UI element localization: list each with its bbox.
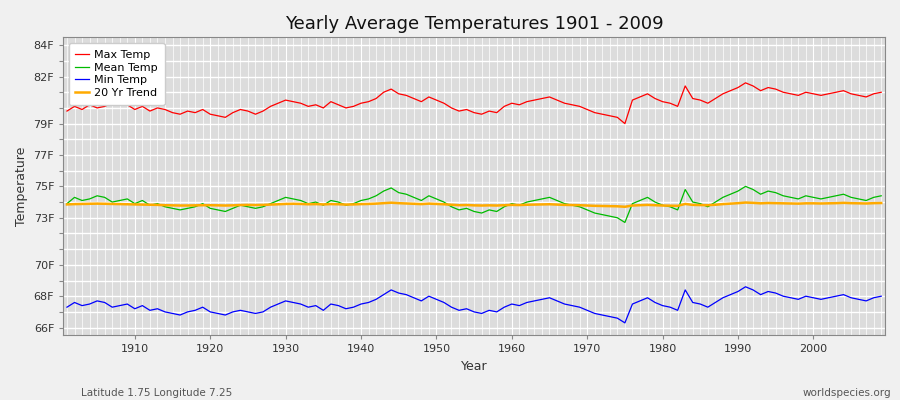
Mean Temp xyxy=(288,196,299,201)
20 Yr Trend xyxy=(507,202,517,207)
Max Temp xyxy=(333,102,344,107)
Mean Temp xyxy=(507,201,517,206)
Max Temp xyxy=(499,104,509,109)
Max Temp xyxy=(876,90,886,95)
20 Yr Trend xyxy=(499,203,509,208)
Title: Yearly Average Temperatures 1901 - 2009: Yearly Average Temperatures 1901 - 2009 xyxy=(284,15,663,33)
20 Yr Trend xyxy=(333,202,344,207)
20 Yr Trend xyxy=(619,204,630,209)
Min Temp xyxy=(740,284,751,289)
Mean Temp xyxy=(122,196,132,201)
Line: Max Temp: Max Temp xyxy=(67,83,881,124)
Line: 20 Yr Trend: 20 Yr Trend xyxy=(67,202,881,207)
Line: Mean Temp: Mean Temp xyxy=(67,186,881,222)
Min Temp xyxy=(333,303,344,308)
Legend: Max Temp, Mean Temp, Min Temp, 20 Yr Trend: Max Temp, Mean Temp, Min Temp, 20 Yr Tre… xyxy=(68,43,165,105)
20 Yr Trend xyxy=(122,202,132,207)
Mean Temp xyxy=(619,220,630,225)
Mean Temp xyxy=(61,201,72,206)
Max Temp xyxy=(740,80,751,85)
Min Temp xyxy=(597,313,608,318)
Y-axis label: Temperature: Temperature xyxy=(15,147,28,226)
Min Temp xyxy=(122,302,132,306)
20 Yr Trend xyxy=(876,201,886,206)
20 Yr Trend xyxy=(288,201,299,206)
Min Temp xyxy=(876,294,886,298)
Mean Temp xyxy=(333,200,344,204)
20 Yr Trend xyxy=(61,202,72,207)
20 Yr Trend xyxy=(740,200,751,205)
Max Temp xyxy=(507,101,517,106)
Min Temp xyxy=(507,302,517,306)
Max Temp xyxy=(288,99,299,104)
Max Temp xyxy=(122,102,132,107)
Max Temp xyxy=(61,109,72,114)
Mean Temp xyxy=(740,184,751,189)
Text: worldspecies.org: worldspecies.org xyxy=(803,388,891,398)
Max Temp xyxy=(597,112,608,117)
Mean Temp xyxy=(876,193,886,198)
Max Temp xyxy=(619,121,630,126)
Mean Temp xyxy=(499,204,509,209)
Min Temp xyxy=(499,305,509,310)
Min Temp xyxy=(619,320,630,325)
Min Temp xyxy=(61,305,72,310)
Min Temp xyxy=(288,300,299,305)
Text: Latitude 1.75 Longitude 7.25: Latitude 1.75 Longitude 7.25 xyxy=(81,388,232,398)
X-axis label: Year: Year xyxy=(461,360,488,373)
20 Yr Trend xyxy=(597,204,608,208)
Line: Min Temp: Min Temp xyxy=(67,287,881,323)
Mean Temp xyxy=(597,212,608,217)
